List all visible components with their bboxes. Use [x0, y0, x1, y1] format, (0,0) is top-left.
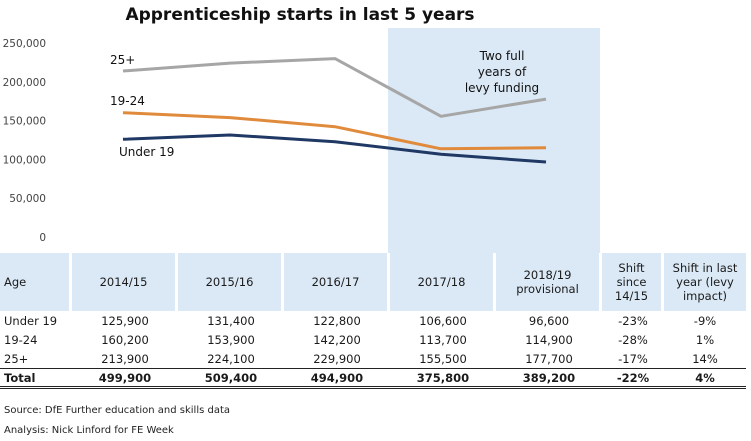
y-tick-label: 0	[39, 232, 46, 244]
cell-value: 160,200	[101, 332, 149, 347]
cell-total: 509,400	[178, 368, 284, 389]
source-text: Source: DfE Further education and skills…	[4, 405, 231, 416]
cell-age: Under 19	[4, 313, 58, 328]
header-2016-17: 2016/17	[284, 253, 390, 311]
cell-value: 224,100	[207, 351, 255, 366]
levy-highlight-band	[388, 28, 600, 253]
cell-shift: -9%	[693, 313, 717, 328]
series-label: 19-24	[110, 94, 145, 108]
cell-age: 25+	[4, 351, 29, 366]
highlight-note-line-3: levy funding	[464, 81, 540, 95]
cell-shift: -17%	[618, 351, 648, 366]
cell-total-label: Total	[0, 368, 72, 389]
cell-shift: 14%	[692, 351, 718, 366]
cell-age: 19-24	[4, 332, 38, 347]
cell-value: 131,400	[207, 313, 255, 328]
highlight-note: Two full years of levy funding	[440, 48, 564, 96]
series-line-25-	[122, 57, 547, 118]
table-total-row: Total 499,900 509,400 494,900 375,800 38…	[0, 368, 746, 389]
cell-total: 375,800	[390, 368, 496, 389]
cell-total-shift: -22%	[602, 368, 664, 389]
highlight-note-line-2: years of	[477, 65, 527, 79]
cell-value: 106,600	[419, 313, 467, 328]
header-2018-19: 2018/19 provisional	[496, 253, 602, 311]
table-row: 19-24 160,200 153,900 142,200 113,700 11…	[0, 330, 746, 349]
table-row: 25+ 213,900 224,100 229,900 155,500 177,…	[0, 349, 746, 368]
series-label: Under 19	[119, 145, 174, 159]
cell-value: 177,700	[525, 351, 573, 366]
chart-title: Apprenticeship starts in last 5 years	[125, 5, 475, 25]
y-tick-label: 200,000	[3, 77, 46, 89]
series-label: 25+	[110, 53, 135, 67]
cell-value: 113,700	[419, 332, 467, 347]
header-2014-15: 2014/15	[72, 253, 178, 311]
header-2015-16: 2015/16	[178, 253, 284, 311]
cell-total: 499,900	[72, 368, 178, 389]
y-tick-label: 150,000	[3, 116, 46, 128]
cell-value: 96,600	[528, 313, 570, 328]
cell-total-shift: 4%	[664, 368, 746, 389]
line-chart: 250,000 200,000 150,000 100,000 50,000 0 25+ 1…	[3, 28, 600, 253]
data-table: Age 2014/15 2015/16 2016/17 2017/18 2018…	[0, 253, 746, 389]
header-shift-last-year: Shift in last year (levy impact)	[664, 253, 746, 311]
header-shift-since: Shift since 14/15	[602, 253, 664, 311]
cell-value: 125,900	[101, 313, 149, 328]
cell-value: 153,900	[207, 332, 255, 347]
series-line-19-24	[122, 111, 547, 151]
series-line-under-19	[122, 133, 547, 164]
cell-value: 122,800	[313, 313, 361, 328]
y-tick-label: 100,000	[3, 154, 46, 166]
table-row: Under 19 125,900 131,400 122,800 106,600…	[0, 311, 746, 330]
cell-value: 114,900	[525, 332, 573, 347]
cell-total: 494,900	[284, 368, 390, 389]
cell-shift: -28%	[618, 332, 648, 347]
y-tick-label: 250,000	[3, 38, 46, 50]
cell-value: 155,500	[419, 351, 467, 366]
highlight-note-line-1: Two full	[479, 49, 525, 63]
series-lines	[122, 57, 547, 164]
y-tick-label: 50,000	[9, 193, 46, 205]
cell-total: 389,200	[496, 368, 602, 389]
cell-value: 142,200	[313, 332, 361, 347]
analysis-text: Analysis: Nick Linford for FE Week	[4, 425, 174, 436]
cell-value: 213,900	[101, 351, 149, 366]
cell-shift: -23%	[618, 313, 648, 328]
cell-shift: 1%	[695, 332, 715, 347]
sources: Source: DfE Further education and skills…	[4, 401, 230, 441]
header-age: Age	[0, 253, 72, 311]
header-2017-18: 2017/18	[390, 253, 496, 311]
cell-value: 229,900	[313, 351, 361, 366]
series-labels: 25+ 19-24 Under 19	[110, 53, 174, 159]
table-header-row: Age 2014/15 2015/16 2016/17 2017/18 2018…	[0, 253, 746, 311]
y-axis-ticks: 250,000 200,000 150,000 100,000 50,000 0	[3, 38, 46, 244]
